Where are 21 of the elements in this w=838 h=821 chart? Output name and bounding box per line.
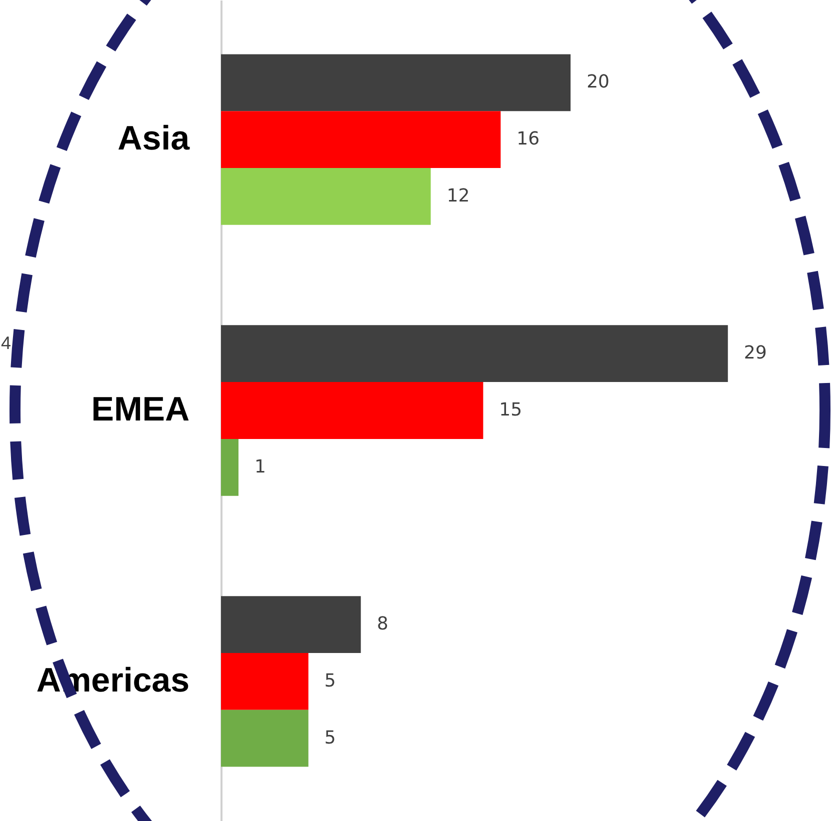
data-label: 8: [376, 614, 388, 635]
data-label: 15: [499, 400, 522, 420]
bar: [221, 438, 238, 496]
bar: [221, 710, 308, 767]
text: 4: [1, 333, 12, 354]
y-tick-label: Asia: [118, 120, 191, 158]
bar: [221, 54, 571, 112]
data-label: 5: [324, 670, 336, 692]
bar: [221, 596, 361, 654]
data-label: 1: [254, 456, 266, 478]
bar: [221, 325, 728, 382]
bar: [221, 653, 308, 710]
data-label: 5: [324, 727, 336, 748]
bar: [221, 382, 484, 439]
data-label: 12: [446, 185, 470, 206]
data-label: 29: [744, 342, 767, 364]
bar: [221, 168, 431, 225]
data-label: 16: [516, 128, 540, 150]
data-label: 20: [586, 72, 610, 93]
y-tick-label: EMEA: [91, 390, 190, 428]
bar: [221, 111, 501, 168]
